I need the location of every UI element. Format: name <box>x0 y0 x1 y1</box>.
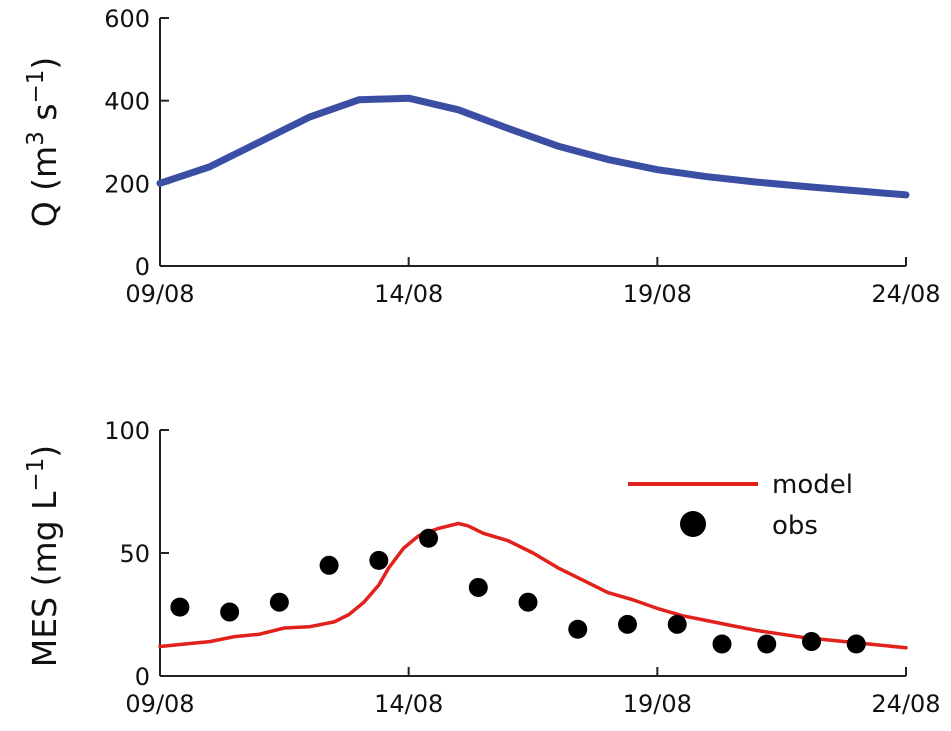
mes-obs-point <box>170 597 190 617</box>
q-x-tick-label: 14/08 <box>374 280 443 308</box>
panel-discharge: 0 200 400 600 09/08 14/08 19/08 24/08 Q (m3 s−1… <box>23 5 941 308</box>
mes-obs-point <box>319 555 339 575</box>
q-y-tick-label: 200 <box>104 170 150 198</box>
q-x-tick-label: 24/08 <box>871 280 940 308</box>
mes-obs-point <box>712 634 732 654</box>
q-y-tick-label: 400 <box>104 88 150 116</box>
mes-y-tick-label: 50 <box>119 540 150 568</box>
mes-y-tick-label: 100 <box>104 417 150 445</box>
q-ylabel-s: s <box>25 103 64 131</box>
mes-ylabel-main: MES (mg L <box>25 491 64 667</box>
mes-series <box>158 521 908 654</box>
mes-x-tick-label: 19/08 <box>623 690 692 718</box>
q-ylabel-main: Q (m <box>25 146 64 228</box>
mes-obs-point <box>269 592 289 612</box>
legend-obs-label: obs <box>772 511 818 541</box>
legend: model obs <box>628 470 853 541</box>
mes-obs-point <box>757 634 777 654</box>
mes-ticks: 0 50 100 09/08 14/08 19/08 24/08 <box>104 417 940 718</box>
mes-obs-point <box>617 614 637 634</box>
q-ylabel-exp1: 3 <box>23 131 49 146</box>
mes-ylabel-close: ) <box>25 445 64 458</box>
mes-y-tick-label: 0 <box>135 663 150 691</box>
mes-model-line <box>158 521 908 650</box>
q-ylabel-close: ) <box>25 57 64 70</box>
mes-obs-point <box>667 614 687 634</box>
q-ticks: 0 200 400 600 09/08 14/08 19/08 24/08 <box>104 5 940 308</box>
q-discharge-line <box>156 94 910 199</box>
mes-obs-point <box>419 528 439 548</box>
mes-obs-point <box>802 632 822 652</box>
q-y-tick-label: 600 <box>104 5 150 33</box>
mes-x-tick-label: 24/08 <box>871 690 940 718</box>
mes-x-tick-label: 14/08 <box>374 690 443 718</box>
mes-y-axis-title: MES (mg L−1) <box>23 445 64 667</box>
mes-obs-point <box>468 577 488 597</box>
q-y-tick-label: 0 <box>135 253 150 281</box>
mes-obs-point <box>220 602 240 622</box>
mes-ylabel-exp: −1 <box>23 458 49 492</box>
q-series <box>156 94 910 199</box>
mes-x-tick-label: 09/08 <box>125 690 194 718</box>
mes-obs-point <box>846 634 866 654</box>
q-x-tick-label: 19/08 <box>623 280 692 308</box>
mes-obs-point <box>518 592 538 612</box>
q-x-tick-label: 09/08 <box>125 280 194 308</box>
mes-obs-point <box>369 550 389 570</box>
legend-obs-marker <box>680 511 706 537</box>
mes-obs-point <box>568 619 588 639</box>
legend-model-label: model <box>772 470 853 500</box>
q-ylabel-exp2: −1 <box>23 70 49 104</box>
q-y-axis-title: Q (m3 s−1) <box>23 57 64 228</box>
